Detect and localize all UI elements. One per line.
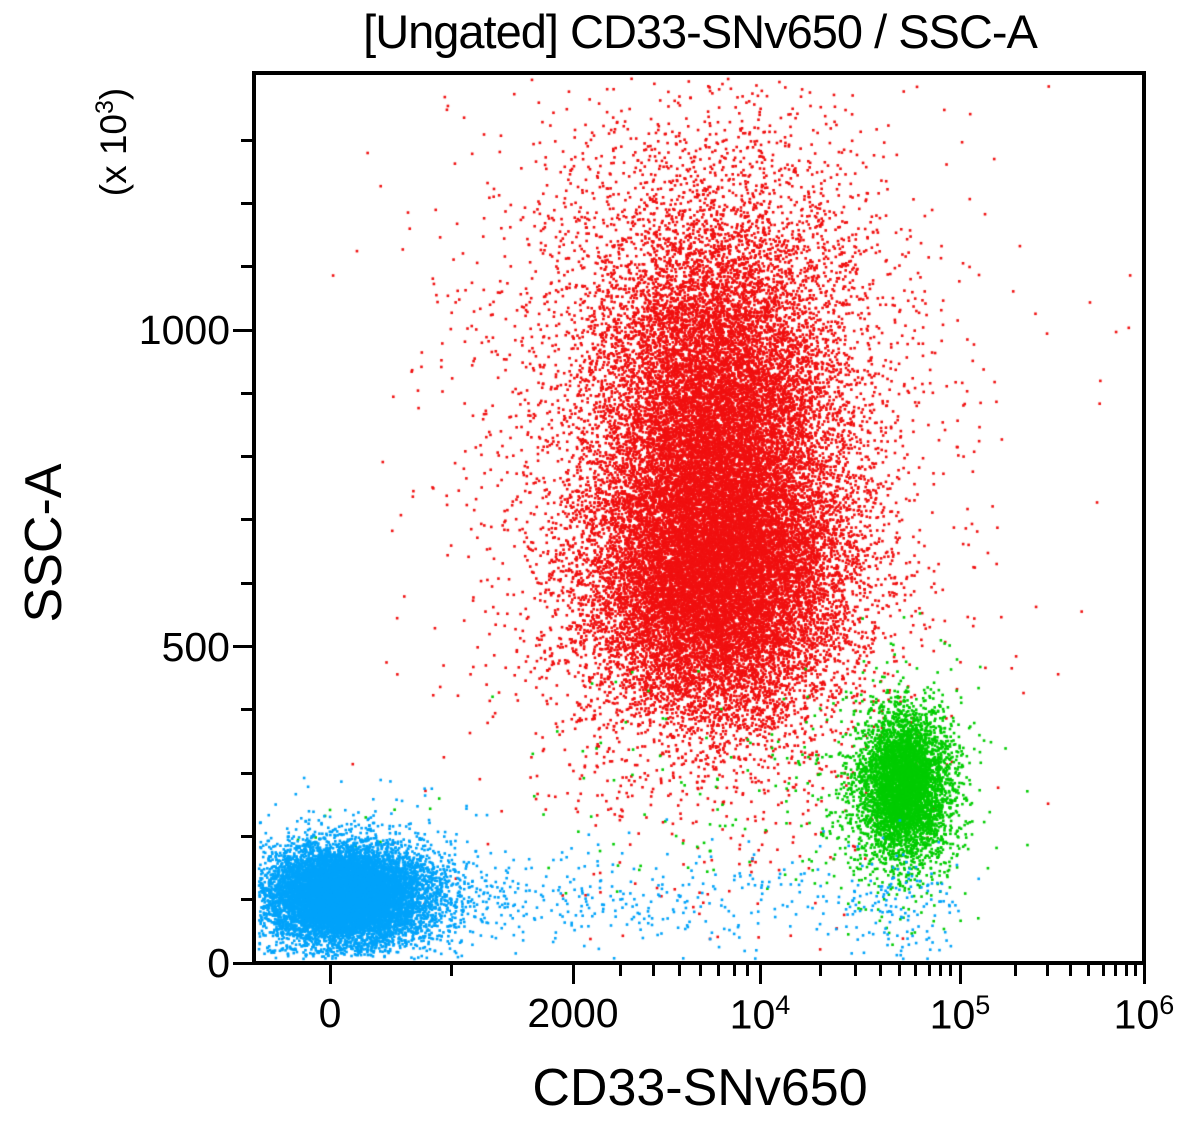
x-major-tick	[571, 965, 575, 984]
y-minor-tick	[241, 708, 252, 712]
x-major-tick	[758, 965, 762, 984]
y-minor-tick	[241, 898, 252, 902]
y-minor-tick	[241, 138, 252, 142]
x-minor-tick	[1134, 965, 1138, 976]
y-minor-tick	[241, 834, 252, 838]
y-minor-tick	[241, 265, 252, 269]
x-minor-tick	[699, 965, 703, 976]
x-minor-tick	[1046, 965, 1050, 976]
x-major-tick	[1142, 965, 1146, 984]
x-tick-label: 104	[729, 990, 791, 1038]
x-minor-tick	[717, 965, 721, 976]
y-major-tick	[233, 645, 252, 648]
y-minor-tick	[241, 391, 252, 395]
x-minor-tick	[939, 965, 943, 976]
y-minor-tick	[241, 455, 252, 459]
x-minor-tick	[1087, 965, 1091, 976]
y-major-tick	[233, 328, 252, 332]
x-minor-tick	[1013, 965, 1017, 976]
y-minor-tick	[241, 518, 252, 522]
x-minor-tick	[652, 965, 656, 976]
x-minor-tick	[1124, 965, 1128, 976]
y-tick-label: 1000	[138, 307, 230, 353]
x-minor-tick	[618, 965, 622, 976]
x-minor-tick	[450, 965, 453, 976]
x-minor-tick	[878, 965, 882, 976]
x-minor-tick	[898, 965, 902, 976]
x-major-tick	[328, 965, 332, 984]
x-minor-tick	[853, 965, 857, 976]
y-major-tick	[233, 961, 252, 965]
x-tick-label: 105	[929, 990, 991, 1038]
x-major-tick	[958, 965, 962, 984]
x-minor-tick	[732, 965, 736, 976]
x-minor-tick	[1113, 965, 1117, 976]
y-tick-label: 500	[161, 623, 230, 670]
x-minor-tick	[1069, 965, 1073, 976]
y-minor-tick	[241, 581, 252, 585]
x-minor-tick	[949, 965, 953, 976]
x-minor-tick	[927, 965, 931, 976]
x-minor-tick	[677, 965, 681, 976]
x-minor-tick	[818, 965, 822, 976]
x-minor-tick	[746, 965, 750, 976]
x-minor-tick	[914, 965, 918, 976]
y-tick-label: 0	[207, 940, 230, 986]
y-minor-tick	[241, 201, 252, 205]
y-minor-tick	[241, 771, 252, 775]
x-tick-label: 2000	[527, 990, 619, 1036]
x-tick-label: 106	[1113, 990, 1175, 1038]
x-minor-tick	[1101, 965, 1105, 976]
x-tick-label: 0	[318, 990, 342, 1036]
